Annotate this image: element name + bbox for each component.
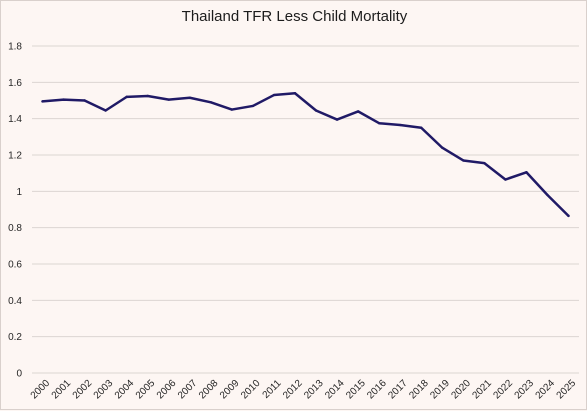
x-tick-label: 2022 bbox=[492, 378, 516, 402]
x-tick-label: 2003 bbox=[92, 378, 116, 402]
x-tick-label: 2008 bbox=[197, 378, 221, 402]
x-tick-label: 2007 bbox=[176, 378, 200, 402]
x-tick-label: 2010 bbox=[239, 378, 263, 402]
data-point bbox=[356, 110, 360, 113]
data-point bbox=[483, 161, 486, 165]
data-point bbox=[104, 109, 107, 112]
x-tick-label: 2004 bbox=[113, 378, 137, 402]
y-tick-label: 1.4 bbox=[8, 114, 22, 125]
y-axis-ticks: 0 0.2 0.4 0.6 0.8 1 1.2 1.4 1.6 1.8 bbox=[8, 42, 22, 380]
gridlines bbox=[32, 45, 579, 374]
y-tick-label: 1.2 bbox=[8, 151, 22, 162]
y-tick-label: 1 bbox=[16, 187, 22, 198]
x-tick-label: 2006 bbox=[155, 378, 179, 402]
x-tick-label: 2021 bbox=[470, 378, 494, 402]
chart-title: Thailand TFR Less Child Mortality bbox=[181, 8, 408, 25]
x-tick-label: 2019 bbox=[428, 378, 452, 402]
y-tick-label: 0 bbox=[16, 369, 22, 380]
data-point bbox=[188, 96, 191, 99]
data-point bbox=[314, 109, 318, 112]
x-tick-label: 2015 bbox=[344, 378, 368, 402]
y-tick-label: 0.2 bbox=[8, 332, 22, 343]
x-tick-label: 2024 bbox=[534, 378, 558, 402]
data-point bbox=[41, 100, 44, 103]
x-tick-label: 2005 bbox=[134, 378, 158, 402]
data-point bbox=[398, 123, 402, 127]
y-tick-label: 1.6 bbox=[8, 78, 22, 89]
data-point bbox=[83, 99, 86, 102]
series-layer bbox=[41, 91, 570, 218]
data-point bbox=[441, 146, 444, 149]
x-tick-label: 2016 bbox=[365, 378, 389, 402]
data-point bbox=[420, 126, 423, 129]
x-tick-label: 2017 bbox=[386, 378, 410, 402]
y-tick-label: 1.8 bbox=[8, 42, 22, 53]
x-tick-label: 2011 bbox=[261, 378, 284, 401]
data-point bbox=[230, 108, 234, 111]
data-point bbox=[546, 193, 549, 197]
x-axis-ticks: 2000200120022003200420052006200720082009… bbox=[29, 378, 579, 402]
x-tick-label: 2014 bbox=[323, 378, 347, 402]
y-tick-label: 0.8 bbox=[8, 223, 22, 234]
series-line-0 bbox=[41, 91, 570, 218]
data-point bbox=[167, 98, 170, 101]
data-point bbox=[251, 104, 255, 108]
y-tick-label: 0.4 bbox=[8, 296, 22, 307]
x-tick-label: 2013 bbox=[302, 378, 326, 402]
x-tick-label: 2002 bbox=[71, 378, 95, 402]
data-point bbox=[62, 98, 65, 101]
data-point bbox=[504, 178, 507, 181]
x-tick-label: 2018 bbox=[407, 378, 431, 402]
x-tick-label: 2009 bbox=[218, 378, 242, 402]
x-tick-label: 2012 bbox=[281, 378, 305, 402]
data-point bbox=[209, 101, 213, 104]
data-point bbox=[377, 122, 381, 125]
x-tick-label: 2000 bbox=[29, 378, 53, 402]
x-tick-label: 2020 bbox=[449, 378, 473, 402]
data-point bbox=[462, 159, 465, 162]
data-point bbox=[293, 92, 297, 95]
data-point bbox=[146, 94, 149, 98]
x-tick-label: 2025 bbox=[555, 378, 579, 402]
x-tick-label: 2001 bbox=[50, 378, 74, 402]
data-point bbox=[335, 118, 339, 121]
x-tick-label: 2023 bbox=[513, 378, 537, 402]
data-point bbox=[272, 93, 276, 97]
data-point bbox=[125, 95, 128, 99]
y-tick-label: 0.6 bbox=[8, 260, 22, 271]
data-point bbox=[525, 171, 528, 174]
data-point bbox=[567, 214, 570, 218]
